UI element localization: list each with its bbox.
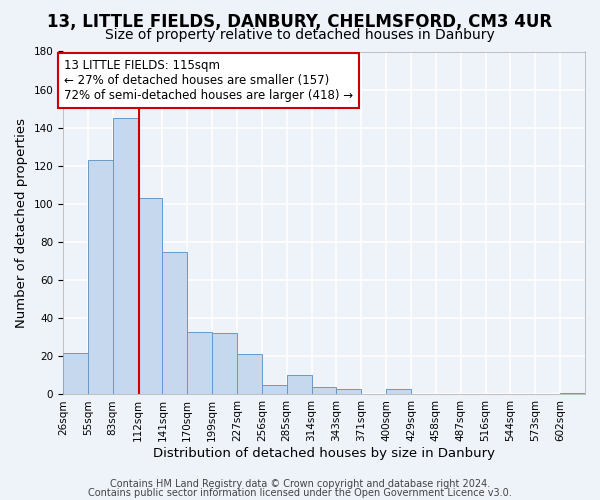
- Bar: [311, 387, 337, 394]
- Text: Size of property relative to detached houses in Danbury: Size of property relative to detached ho…: [105, 28, 495, 42]
- Bar: [163, 252, 187, 394]
- Text: 13 LITTLE FIELDS: 115sqm
← 27% of detached houses are smaller (157)
72% of semi-: 13 LITTLE FIELDS: 115sqm ← 27% of detach…: [64, 59, 353, 102]
- Bar: [212, 334, 237, 394]
- Text: Contains public sector information licensed under the Open Government Licence v3: Contains public sector information licen…: [88, 488, 512, 498]
- Bar: [386, 388, 411, 394]
- Bar: [287, 376, 311, 394]
- Bar: [63, 352, 88, 395]
- Text: 13, LITTLE FIELDS, DANBURY, CHELMSFORD, CM3 4UR: 13, LITTLE FIELDS, DANBURY, CHELMSFORD, …: [47, 12, 553, 30]
- Text: Contains HM Land Registry data © Crown copyright and database right 2024.: Contains HM Land Registry data © Crown c…: [110, 479, 490, 489]
- Bar: [237, 354, 262, 395]
- Y-axis label: Number of detached properties: Number of detached properties: [15, 118, 28, 328]
- Bar: [262, 385, 287, 394]
- Bar: [187, 332, 212, 394]
- X-axis label: Distribution of detached houses by size in Danbury: Distribution of detached houses by size …: [153, 447, 495, 460]
- Bar: [137, 198, 163, 394]
- Bar: [560, 392, 585, 394]
- Bar: [113, 118, 137, 394]
- Bar: [337, 388, 361, 394]
- Bar: [88, 160, 113, 394]
